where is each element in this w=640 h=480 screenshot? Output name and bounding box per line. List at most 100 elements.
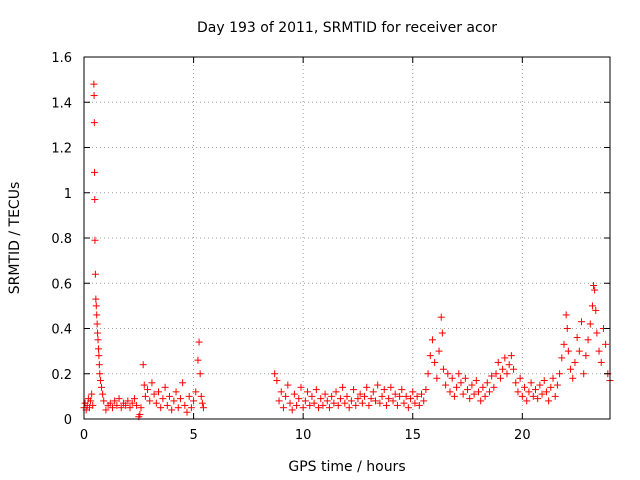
data-point <box>483 379 491 387</box>
data-point <box>168 406 176 414</box>
data-point <box>402 392 410 400</box>
data-point <box>582 352 590 360</box>
data-point <box>185 392 193 400</box>
data-point <box>92 302 100 310</box>
data-point <box>332 388 340 396</box>
x-tick-label: 0 <box>80 428 88 443</box>
data-point <box>91 168 99 176</box>
data-point <box>549 374 557 382</box>
data-point <box>306 401 314 409</box>
data-point <box>400 399 408 407</box>
data-point <box>567 365 575 373</box>
data-point <box>488 372 496 380</box>
data-point <box>376 399 384 407</box>
data-point <box>128 399 136 407</box>
data-point <box>466 395 474 403</box>
data-point <box>385 395 393 403</box>
data-point <box>479 383 487 391</box>
data-point <box>547 383 555 391</box>
data-point <box>435 347 443 355</box>
data-point <box>571 358 579 366</box>
data-point <box>295 395 303 403</box>
data-point <box>275 397 283 405</box>
data-point <box>304 388 312 396</box>
data-point <box>297 383 305 391</box>
data-point <box>174 404 182 412</box>
data-point <box>501 354 509 362</box>
data-point <box>279 404 287 412</box>
data-point <box>413 392 421 400</box>
data-point <box>464 386 472 394</box>
data-point <box>89 401 97 409</box>
data-point <box>273 377 281 385</box>
data-point <box>347 397 355 405</box>
data-point <box>542 388 550 396</box>
data-point <box>354 395 362 403</box>
data-point <box>485 388 493 396</box>
data-point <box>545 397 553 405</box>
data-point <box>111 397 119 405</box>
data-point <box>301 397 309 405</box>
data-point <box>369 388 377 396</box>
data-point <box>90 91 98 99</box>
data-point <box>391 390 399 398</box>
data-point <box>165 392 173 400</box>
data-point <box>584 336 592 344</box>
data-point <box>409 388 417 396</box>
data-point <box>330 399 338 407</box>
data-point <box>350 386 358 394</box>
data-point <box>411 399 419 407</box>
y-tick-label: 1.2 <box>51 142 72 157</box>
data-point <box>150 390 158 398</box>
data-point <box>590 282 598 290</box>
data-point <box>117 404 125 412</box>
data-point <box>563 325 571 332</box>
data-point <box>516 374 524 382</box>
plot-frame <box>83 56 611 420</box>
data-point <box>437 313 445 321</box>
y-tick-label: 1 <box>64 187 72 202</box>
data-point <box>575 347 583 355</box>
data-point <box>540 377 548 385</box>
data-point <box>424 370 432 378</box>
data-point <box>475 388 482 396</box>
data-point <box>527 379 535 387</box>
data-point <box>94 336 102 344</box>
data-point <box>407 395 415 403</box>
data-point <box>420 397 428 405</box>
data-point <box>433 374 441 382</box>
data-point <box>179 379 187 387</box>
y-tick-label: 0.2 <box>51 368 72 383</box>
data-point <box>136 410 144 418</box>
data-point <box>98 383 106 391</box>
data-point <box>157 404 165 412</box>
data-point <box>293 401 301 409</box>
data-point <box>510 365 518 373</box>
data-point <box>588 302 596 310</box>
data-point <box>602 340 610 348</box>
data-point <box>499 365 507 373</box>
data-point <box>91 196 99 204</box>
data-point <box>199 404 207 412</box>
data-point <box>457 379 465 387</box>
data-point <box>290 390 298 398</box>
data-point <box>446 388 454 396</box>
data-point <box>396 392 404 400</box>
data-point <box>345 404 353 412</box>
data-point <box>492 370 500 378</box>
data-point <box>365 401 373 409</box>
data-point <box>444 370 452 378</box>
data-point <box>371 397 379 405</box>
data-point <box>96 377 104 385</box>
data-point <box>163 401 171 409</box>
data-point <box>591 286 599 294</box>
data-point <box>459 390 467 398</box>
data-point <box>352 401 360 409</box>
data-point <box>196 370 204 378</box>
data-point <box>91 236 99 244</box>
data-point <box>284 381 292 389</box>
data-point <box>439 365 447 373</box>
data-point <box>358 399 366 407</box>
x-tick-label: 15 <box>404 428 421 443</box>
data-point <box>564 347 572 355</box>
